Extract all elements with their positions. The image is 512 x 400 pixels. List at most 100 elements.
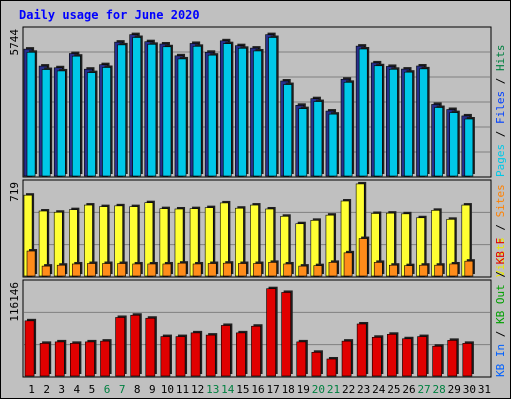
- bar-kb-f-day-25: [387, 333, 397, 377]
- x-tick-label: 23: [357, 383, 370, 396]
- bar-kb-f-day-3: [54, 341, 65, 377]
- bar-sites-day-23: [358, 238, 368, 277]
- bar-files-day-12: [192, 46, 202, 177]
- legend-entry: Visits: [494, 237, 507, 277]
- bar-files-day-21: [328, 113, 338, 177]
- legend-entry: Files: [494, 91, 507, 124]
- bar-kb-f-day-7: [115, 317, 125, 377]
- x-tick-label: 15: [236, 383, 249, 396]
- bar-files-day-3: [56, 70, 66, 177]
- bar-files-day-22: [343, 82, 353, 177]
- x-tick-label: 3: [58, 383, 65, 396]
- bar-kb-f-day-23: [356, 323, 367, 377]
- bar-sites-day-27: [419, 264, 428, 277]
- bar-kb-f-day-15: [236, 332, 246, 377]
- x-tick-label: 29: [448, 383, 461, 396]
- bar-sites-day-26: [404, 265, 413, 277]
- bar-kb-f-day-29: [447, 340, 458, 377]
- legend-entry: KB Out: [494, 284, 507, 324]
- bar-kb-f-day-22: [341, 340, 352, 377]
- x-tick-label: 12: [191, 383, 204, 396]
- bar-files-day-28: [434, 107, 444, 177]
- bar-kb-f-day-30: [462, 343, 473, 377]
- legend-entry: KB F: [494, 238, 507, 265]
- panel-legend: KB In / KB Out / KB F: [494, 238, 507, 377]
- bar-sites-day-20: [313, 265, 323, 277]
- panel-max-label: 719: [8, 182, 21, 202]
- bar-sites-day-10: [162, 263, 172, 277]
- x-tick-label: 11: [176, 383, 189, 396]
- bar-sites-day-29: [449, 263, 459, 277]
- x-tick-label: 2: [43, 383, 50, 396]
- x-tick-label: 25: [387, 383, 400, 396]
- x-tick-label: 8: [134, 383, 141, 396]
- bar-files-day-8: [132, 37, 142, 177]
- bar-kb-f-day-14: [220, 325, 231, 377]
- bar-kb-f-day-10: [160, 336, 171, 377]
- bar-sites-day-9: [147, 263, 157, 277]
- bar-kb-f-day-19: [296, 341, 307, 377]
- x-tick-label: 4: [74, 383, 81, 396]
- bar-sites-day-17: [268, 262, 277, 277]
- x-tick-label: 10: [161, 383, 174, 396]
- legend-entry: Pages: [494, 144, 507, 177]
- bar-files-day-30: [464, 118, 474, 177]
- x-tick-label: 19: [297, 383, 310, 396]
- bar-files-day-18: [283, 84, 293, 177]
- bar-kb-f-day-11: [175, 336, 186, 377]
- bar-files-day-9: [147, 44, 157, 177]
- bar-sites-day-19: [298, 265, 308, 277]
- bar-sites-day-16: [253, 263, 262, 277]
- bar-kb-f-day-16: [251, 325, 261, 377]
- bar-sites-day-3: [56, 264, 66, 277]
- bar-sites-day-8: [132, 263, 142, 277]
- bar-sites-day-14: [222, 262, 232, 277]
- legend-entry: KB In: [494, 344, 507, 377]
- bar-sites-day-5: [87, 263, 96, 277]
- bar-kb-f-day-9: [145, 317, 156, 377]
- panel-max-label: 116146: [8, 282, 21, 322]
- bar-kb-f-day-12: [190, 332, 201, 377]
- bar-files-day-17: [268, 37, 277, 177]
- bar-sites-day-15: [238, 263, 247, 277]
- bar-sites-day-18: [283, 263, 293, 277]
- bar-kb-f-day-20: [311, 351, 322, 377]
- bar-sites-day-13: [207, 263, 217, 277]
- x-tick-label: 7: [119, 383, 126, 396]
- bar-kb-f-day-17: [266, 288, 276, 377]
- bar-files-day-11: [177, 58, 187, 177]
- bar-files-day-27: [419, 68, 428, 177]
- x-tick-label: 21: [327, 383, 340, 396]
- bar-sites-day-6: [102, 263, 111, 277]
- bar-files-day-19: [298, 108, 308, 177]
- bar-sites-day-21: [328, 262, 338, 277]
- bar-files-day-1: [26, 51, 36, 177]
- panel-bottom: 116146 KB In / KB Out / KB F: [8, 238, 507, 378]
- x-tick-label: 1: [28, 383, 35, 396]
- bar-sites-day-30: [464, 260, 474, 277]
- bar-files-day-15: [238, 48, 247, 177]
- bar-files-day-23: [358, 48, 368, 177]
- x-tick-label: 13: [206, 383, 219, 396]
- x-tick-label: 24: [372, 383, 386, 396]
- bar-files-day-5: [87, 72, 96, 177]
- legend-entry: Sites: [494, 184, 507, 217]
- bar-sites-day-25: [389, 264, 398, 277]
- x-tick-label: 5: [89, 383, 96, 396]
- panel-middle: 719 Visits / Sites: [8, 179, 507, 278]
- bar-files-day-4: [71, 55, 81, 177]
- legend-entry: /: [494, 71, 507, 91]
- bar-kb-f-day-28: [432, 345, 443, 377]
- x-tick-label: 20: [312, 383, 325, 396]
- bar-sites-day-12: [192, 263, 202, 277]
- bar-kb-f-day-27: [417, 336, 427, 377]
- bar-sites-day-1: [26, 250, 36, 277]
- bar-sites-day-4: [71, 263, 81, 277]
- bar-kb-f-day-18: [281, 292, 292, 377]
- bar-sites-day-28: [434, 264, 444, 277]
- x-tick-label: 22: [342, 383, 355, 396]
- panel-legend: Visits / Sites: [494, 184, 507, 277]
- x-tick-label: 26: [402, 383, 415, 396]
- bar-sites-day-7: [117, 263, 126, 277]
- bar-kb-f-day-26: [402, 338, 412, 377]
